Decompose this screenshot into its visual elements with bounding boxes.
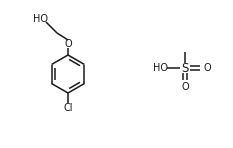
Text: Cl: Cl — [63, 103, 73, 113]
Text: HO: HO — [32, 14, 48, 24]
Text: O: O — [181, 82, 189, 92]
Text: O: O — [64, 39, 72, 49]
Text: HO: HO — [153, 63, 168, 73]
Text: S: S — [181, 62, 189, 74]
Text: O: O — [203, 63, 211, 73]
